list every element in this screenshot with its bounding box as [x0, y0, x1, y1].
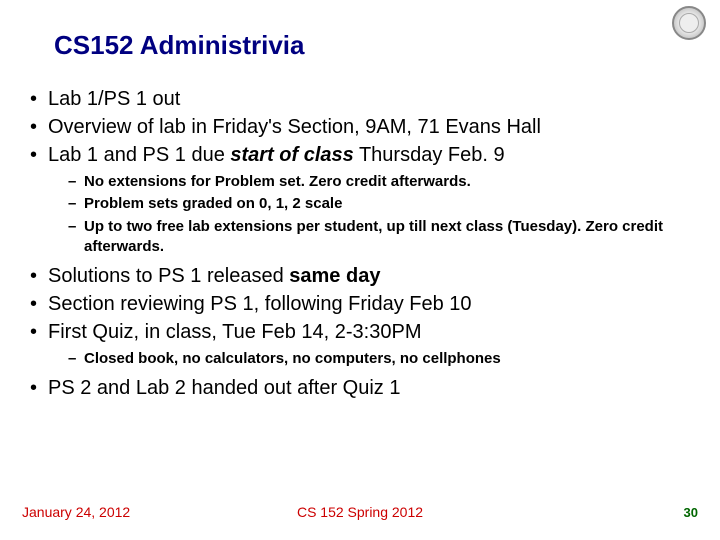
sub-bullet-list: No extensions for Problem set. Zero cred… — [48, 172, 690, 257]
bullet-item: PS 2 and Lab 2 handed out after Quiz 1 — [30, 375, 690, 401]
sub-bullet-item: Closed book, no calculators, no computer… — [48, 349, 690, 369]
slide-content: Lab 1/PS 1 out Overview of lab in Friday… — [30, 86, 690, 403]
university-seal-icon — [672, 6, 706, 40]
bullet-item: Lab 1/PS 1 out — [30, 86, 690, 112]
bullet-bold: same day — [289, 265, 380, 287]
sub-bullet-item: Up to two free lab extensions per studen… — [48, 217, 690, 258]
bullet-item: First Quiz, in class, Tue Feb 14, 2-3:30… — [30, 319, 690, 369]
bullet-item: Lab 1 and PS 1 due start of class Thursd… — [30, 142, 690, 257]
sub-bullet-item: No extensions for Problem set. Zero cred… — [48, 172, 690, 192]
bullet-item: Solutions to PS 1 released same day — [30, 263, 690, 289]
sub-bullet-list: Closed book, no calculators, no computer… — [48, 349, 690, 369]
bullet-item: Section reviewing PS 1, following Friday… — [30, 291, 690, 317]
bullet-text: Solutions to PS 1 released — [48, 265, 289, 287]
footer-page-number: 30 — [684, 505, 698, 520]
bullet-list: Lab 1/PS 1 out Overview of lab in Friday… — [30, 86, 690, 401]
bullet-text: Lab 1 and PS 1 due — [48, 144, 230, 166]
sub-bullet-item: Problem sets graded on 0, 1, 2 scale — [48, 194, 690, 214]
slide-title: CS152 Administrivia — [54, 30, 304, 61]
bullet-text: Thursday Feb. 9 — [354, 144, 505, 166]
bullet-emphasis: start of class — [230, 144, 353, 166]
slide-footer: January 24, 2012 CS 152 Spring 2012 30 — [0, 500, 720, 520]
bullet-item: Overview of lab in Friday's Section, 9AM… — [30, 114, 690, 140]
bullet-text: First Quiz, in class, Tue Feb 14, 2-3:30… — [48, 321, 421, 343]
footer-course: CS 152 Spring 2012 — [0, 504, 720, 520]
